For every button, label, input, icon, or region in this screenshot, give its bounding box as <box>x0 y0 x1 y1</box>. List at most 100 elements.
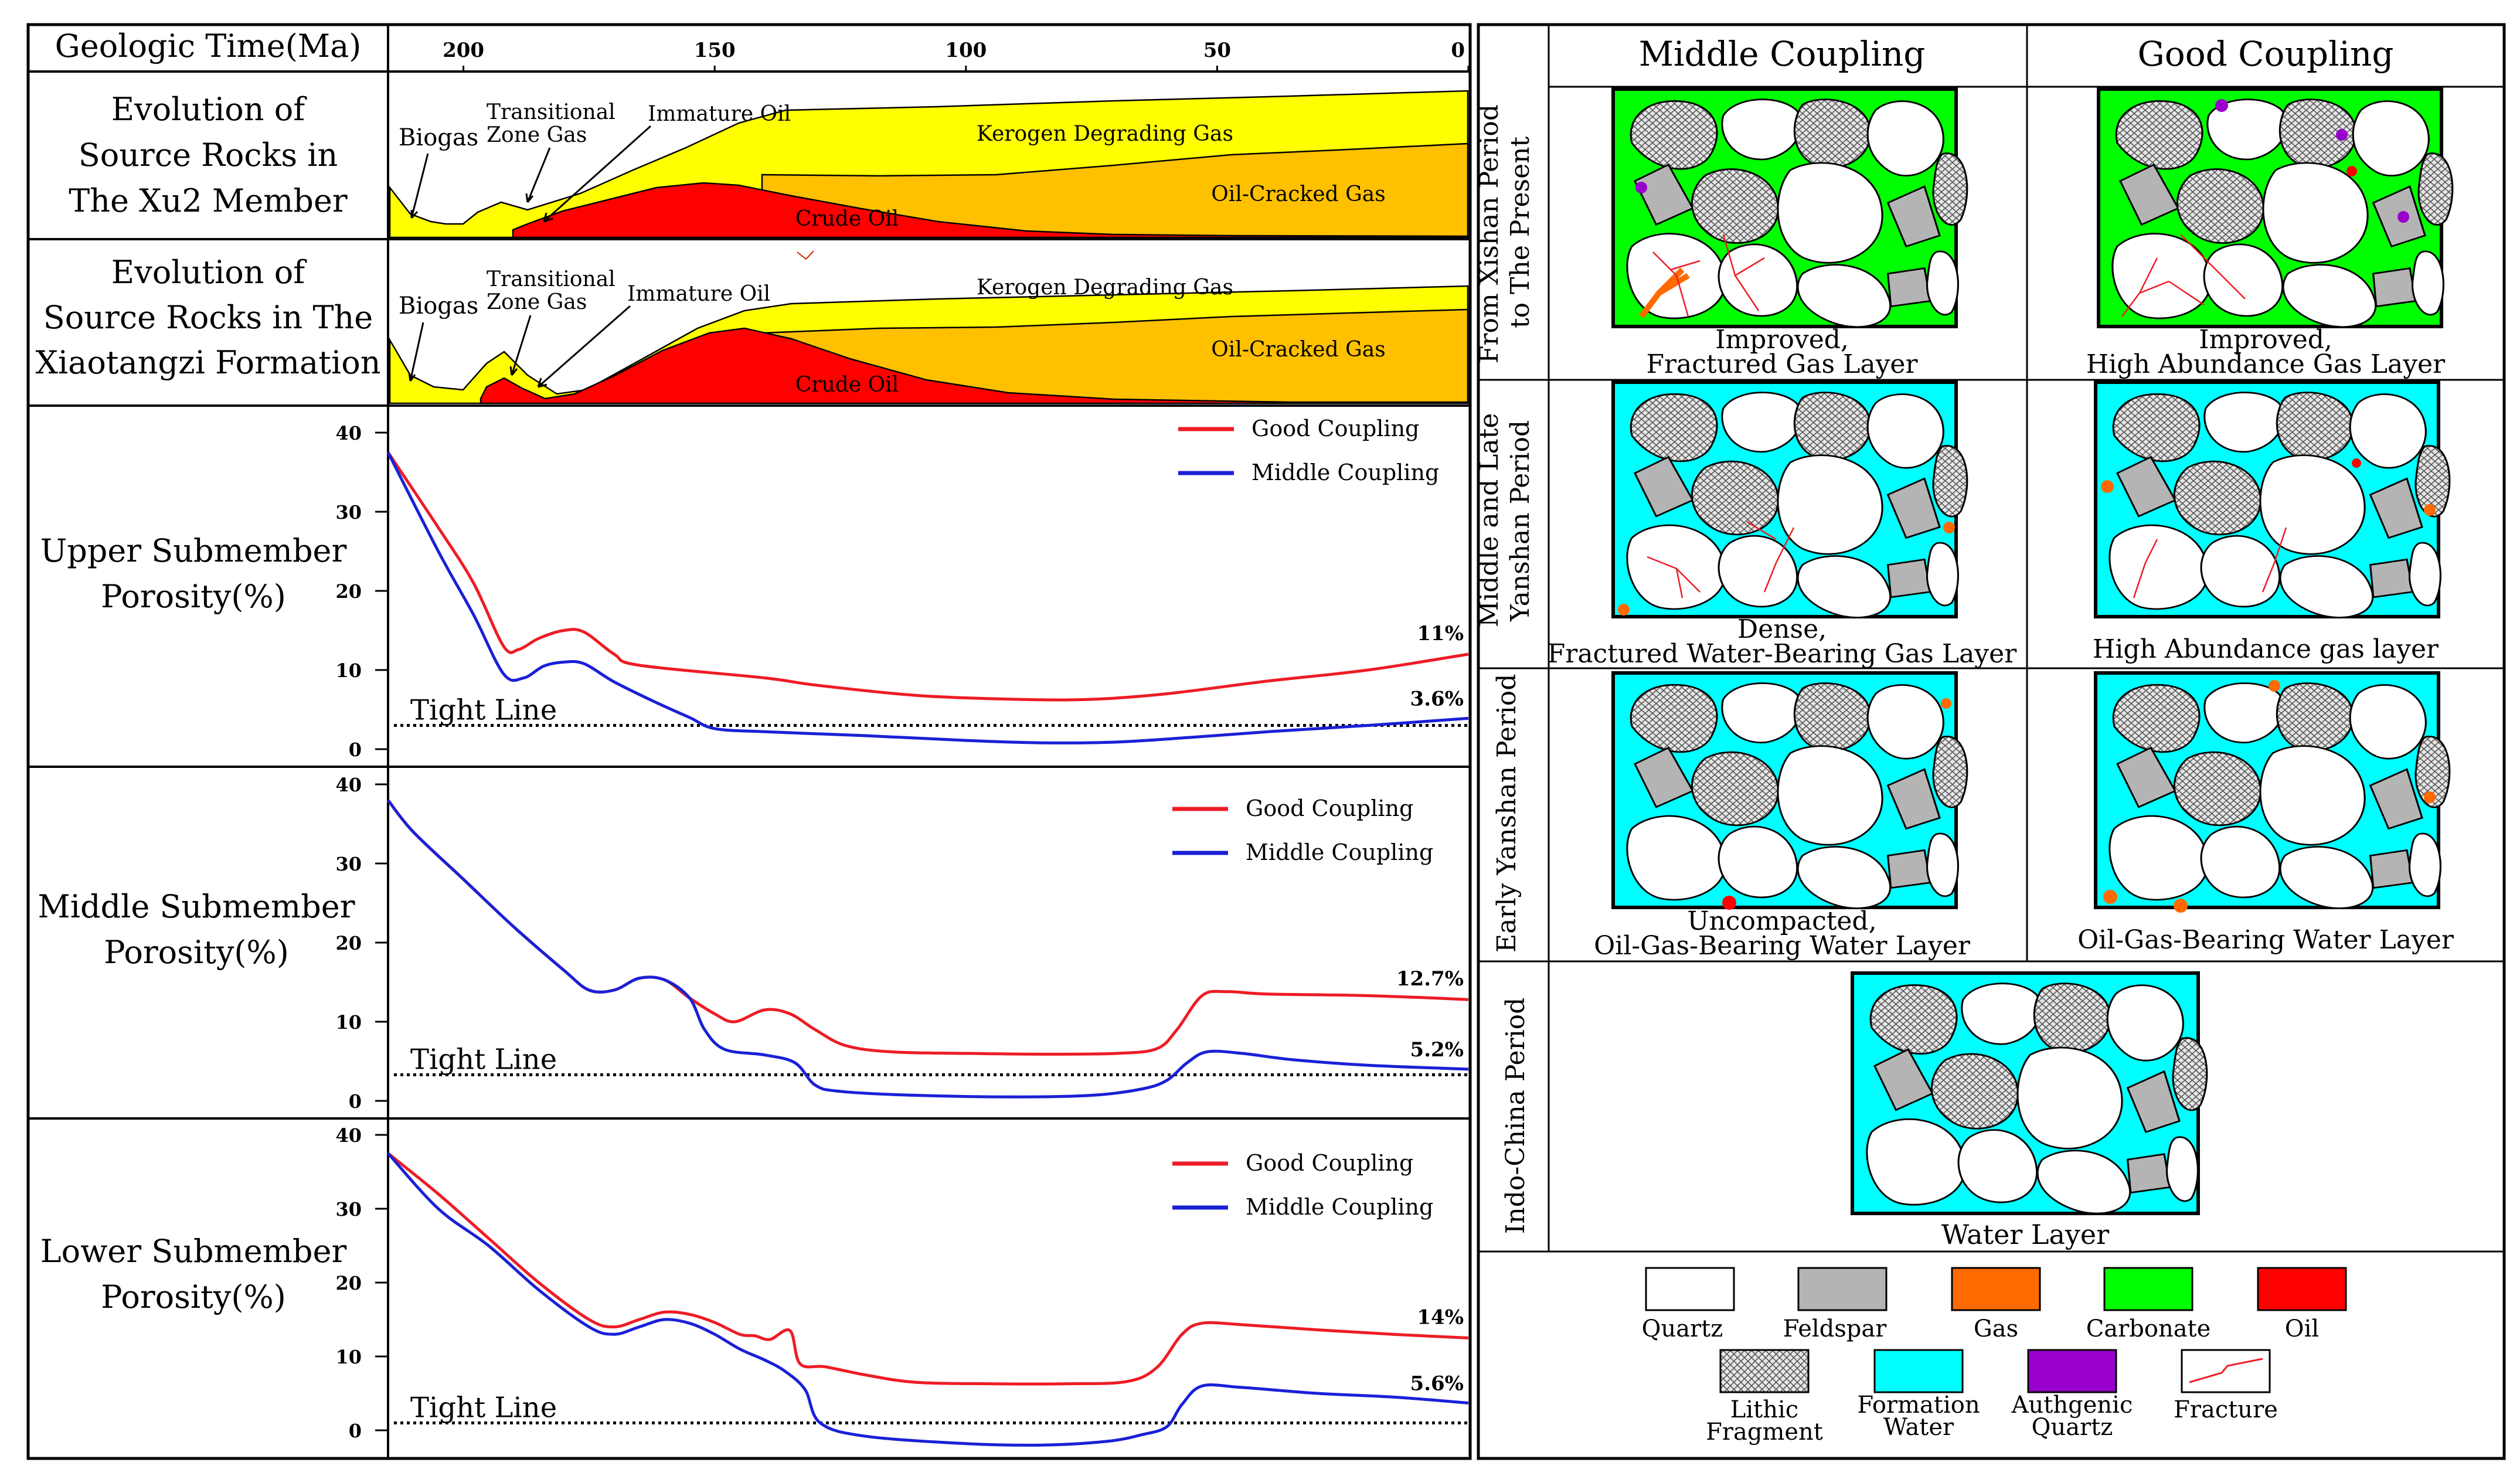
immature-oil-pointer <box>543 125 652 223</box>
row-label-lower: Lower Submember Porosity(%) <box>40 1233 347 1315</box>
biogas-label: Biogas <box>399 293 478 319</box>
right-panel-frame <box>1477 23 2506 1460</box>
legend-swatch-authgenic-quartz <box>2027 1349 2117 1393</box>
legend-label-gas: Gas <box>1974 1315 2018 1342</box>
legend-swatch-fracture <box>2181 1349 2271 1393</box>
porosity-charts: 0 10 20 30 40 Tight Line 11% Good Coupling 3.6% M… <box>335 416 1469 1447</box>
row-label-xu2: Evolution of Source Rocks in The Xu2 Mem… <box>69 91 348 219</box>
row-label-line: The Xu2 Member <box>69 182 348 219</box>
series-line-good-coupling <box>387 1152 1469 1386</box>
legend-label: Good Coupling <box>1252 416 1419 441</box>
grain-set <box>1626 682 1968 910</box>
row-label-middle: Middle Submember Porosity(%) <box>38 888 355 971</box>
row-label-line: Porosity(%) <box>101 1278 286 1315</box>
legend-label-lithic-2: Fragment <box>1706 1419 1823 1446</box>
immature-oil-pointer <box>537 305 631 388</box>
grain-panel-late-yanshan-middle <box>1611 380 1968 619</box>
legend-label-authgenic-1: Authgenic <box>2011 1392 2133 1419</box>
transitional-label-2: Zone Gas <box>487 123 587 147</box>
fracture-icon <box>2189 1358 2263 1383</box>
row-label-line: Source Rocks in The <box>43 299 373 336</box>
end-value-label: 14% <box>1417 1306 1464 1329</box>
period-label-line: Yanshan Period <box>1505 420 1535 622</box>
biogas-pointer <box>408 322 424 382</box>
xu2-labels: Biogas Transitional Zone Gas Immature Oi… <box>399 100 1386 231</box>
immature-oil-label: Immature Oil <box>648 102 791 126</box>
column-header-middle-coupling: Middle Coupling <box>1639 34 1926 74</box>
row-label-line: Porosity(%) <box>104 934 289 971</box>
transitional-label-2: Zone Gas <box>487 290 587 314</box>
caption-late-middle-2: Fractured Water-Bearing Gas Layer <box>1548 639 2017 669</box>
crude-oil-label: Crude Oil <box>795 373 899 397</box>
series-line-middle-coupling <box>386 451 1469 744</box>
caption-xishan-good-1: Improved, <box>2199 325 2332 355</box>
xu2-evolution-diagram <box>389 90 1469 260</box>
period-label-indochina: Indo-China Period <box>1501 998 1531 1234</box>
legend-label-oil: Oil <box>2285 1315 2319 1342</box>
period-label-xishan: From Xishan Period to The Present <box>1474 104 1535 363</box>
legend-label: Middle Coupling <box>1246 839 1433 865</box>
immature-oil-label: Immature Oil <box>627 282 770 306</box>
series-line-good-coupling <box>386 451 1469 702</box>
end-value-label: 12.7% <box>1396 967 1464 991</box>
grain-set <box>1866 982 2208 1215</box>
transitional-pointer <box>525 147 551 203</box>
series-line-middle-coupling <box>387 1152 1469 1447</box>
legend: Quartz Feldspar Gas Carbonate Oil Lithic… <box>1642 1267 2347 1446</box>
y-tick-label: 20 <box>335 932 362 954</box>
transitional-pointer <box>509 315 532 376</box>
y-tick-label: 0 <box>349 739 362 761</box>
y-tick-label: 30 <box>335 853 362 875</box>
legend-swatch-quartz <box>1645 1267 1735 1311</box>
period-label-line: Middle and Late <box>1474 413 1504 627</box>
period-label-line: From Xishan Period <box>1474 104 1504 363</box>
end-value-label: 3.6% <box>1410 687 1464 710</box>
y-tick-label: 20 <box>335 1272 362 1294</box>
tight-line-label: Tight Line <box>410 694 557 727</box>
xiaotangzi-evolution-diagram <box>389 285 1469 404</box>
grain-set <box>2108 391 2451 619</box>
y-tick-label: 30 <box>335 1198 362 1220</box>
y-tick-label: 30 <box>335 501 362 523</box>
legend-label-authgenic-2: Quartz <box>2032 1414 2113 1441</box>
column-header-good-coupling: Good Coupling <box>2137 34 2393 74</box>
crude-oil-area <box>479 327 1469 404</box>
porosity-chart-3: 0 10 20 30 40 Tight Line 14% Good Coupling 5.6% M… <box>335 1124 1469 1447</box>
time-axis-ticks: 200 150 100 50 0 <box>443 39 1470 72</box>
row-label-line: Evolution of <box>111 91 307 128</box>
crude-oil-fracture-mark <box>797 250 814 260</box>
end-value-label: 11% <box>1417 622 1464 645</box>
row-label-line: Source Rocks in <box>79 137 338 174</box>
time-tick-label: 100 <box>945 39 987 62</box>
time-tick-label: 50 <box>1203 39 1231 62</box>
grain-panel-xishan-good <box>2097 87 2454 328</box>
y-tick-label: 10 <box>335 1011 362 1033</box>
caption-late-good: High Abundance gas layer <box>2093 634 2439 664</box>
grain-panel-indochina <box>1851 971 2208 1215</box>
grain-panel-late-yanshan-good <box>2094 380 2451 619</box>
grain-panel-early-yanshan-good <box>2094 671 2451 913</box>
legend-label: Middle Coupling <box>1252 460 1439 485</box>
time-tick-label: 200 <box>443 39 484 62</box>
end-value-label: 5.2% <box>1410 1038 1464 1062</box>
caption-indochina: Water Layer <box>1941 1219 2109 1250</box>
tight-line-label: Tight Line <box>410 1043 557 1076</box>
legend-swatch-gas <box>1951 1267 2041 1311</box>
caption-xishan-middle-2: Fractured Gas Layer <box>1646 349 1918 379</box>
y-tick-label: 40 <box>335 774 362 796</box>
porosity-chart-2: 0 10 20 30 40 Tight Line 12.7% Good Coupling 5.2… <box>335 774 1469 1113</box>
y-tick-label: 40 <box>335 1124 362 1147</box>
grain-set <box>1626 391 1968 619</box>
time-axis-title: Geologic Time(Ma) <box>55 28 362 64</box>
legend-label-carbonate: Carbonate <box>2086 1315 2211 1342</box>
y-tick-label: 10 <box>335 1346 362 1368</box>
caption-early-middle-2: Oil-Gas-Bearing Water Layer <box>1594 931 1971 961</box>
caption-xishan-middle-1: Improved, <box>1715 325 1849 355</box>
series-line-middle-coupling <box>387 799 1469 1099</box>
crude-oil-label: Crude Oil <box>795 207 899 231</box>
row-label-line: Lower Submember <box>40 1233 347 1270</box>
xiaotangzi-labels: Biogas Transitional Zone Gas Immature Oi… <box>399 267 1386 397</box>
legend-label: Good Coupling <box>1246 1150 1413 1176</box>
row-label-line: Evolution of <box>111 254 307 291</box>
oil-cracked-gas-label: Oil-Cracked Gas <box>1211 338 1385 362</box>
